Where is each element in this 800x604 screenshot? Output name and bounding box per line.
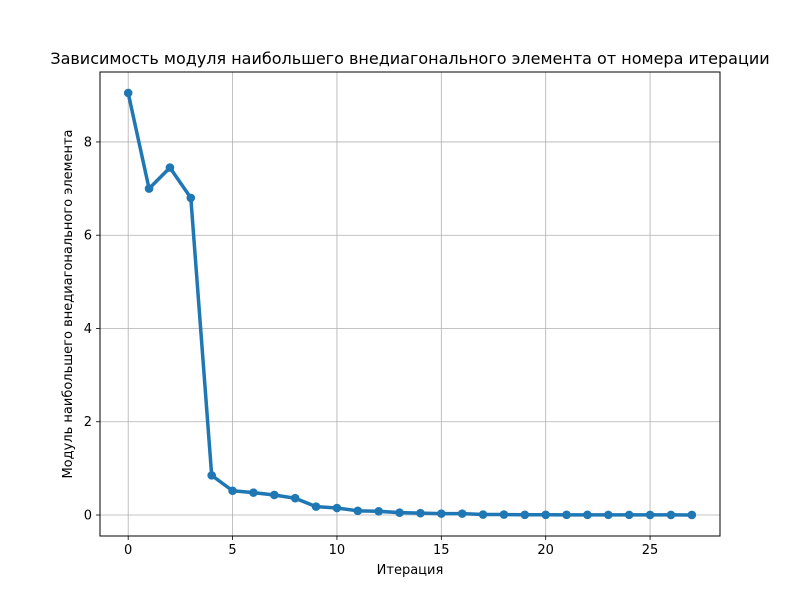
series-layer: [123, 88, 697, 520]
data-point: [416, 508, 425, 518]
y-axis-label: Модуль наибольшего внедиагонального элем…: [61, 129, 76, 478]
data-point: [207, 471, 216, 480]
plot-frame: [99, 71, 721, 537]
data-point: [165, 163, 175, 172]
x-tick-label: 0: [124, 543, 132, 558]
data-point: [437, 509, 446, 518]
data-point: [541, 510, 550, 520]
data-point: [186, 193, 196, 203]
data-point: [228, 486, 237, 496]
data-point: [270, 490, 279, 500]
data-point: [624, 510, 634, 520]
y-tick-label: 8: [84, 135, 92, 150]
x-tick-label: 25: [642, 543, 659, 558]
series-line: [126, 91, 694, 517]
data-point: [332, 503, 342, 513]
y-tick-label: 4: [84, 322, 92, 337]
data-point: [562, 510, 571, 520]
data-point: [395, 508, 404, 517]
plot-area: [100, 72, 720, 536]
data-point: [645, 510, 655, 520]
x-tick-label: 5: [228, 543, 236, 558]
data-point: [353, 506, 363, 516]
y-tick-label: 6: [84, 229, 92, 244]
data-point: [604, 510, 613, 520]
x-axis-label: Итерация: [377, 563, 444, 578]
data-point: [520, 510, 530, 520]
data-point: [249, 488, 258, 497]
data-point: [478, 510, 488, 519]
y-tick-label: 0: [84, 509, 92, 524]
ticks: 0 5 10 15 20 25 0 2 4 6 8: [84, 135, 659, 558]
data-point: [583, 510, 592, 520]
data-point: [499, 510, 509, 519]
data-point: [687, 510, 697, 520]
data-point: [374, 506, 383, 516]
y-tick-label: 2: [84, 415, 92, 430]
data-point: [144, 184, 154, 193]
chart-title: Зависимость модуля наибольшего внедиагон…: [50, 49, 769, 68]
x-tick-label: 15: [433, 543, 450, 558]
data-point: [311, 502, 321, 511]
data-point: [123, 88, 133, 98]
data-point: [666, 510, 676, 520]
data-point: [290, 493, 300, 503]
data-point: [457, 509, 467, 518]
x-tick-label: 20: [537, 543, 554, 558]
x-tick-label: 10: [329, 543, 346, 558]
